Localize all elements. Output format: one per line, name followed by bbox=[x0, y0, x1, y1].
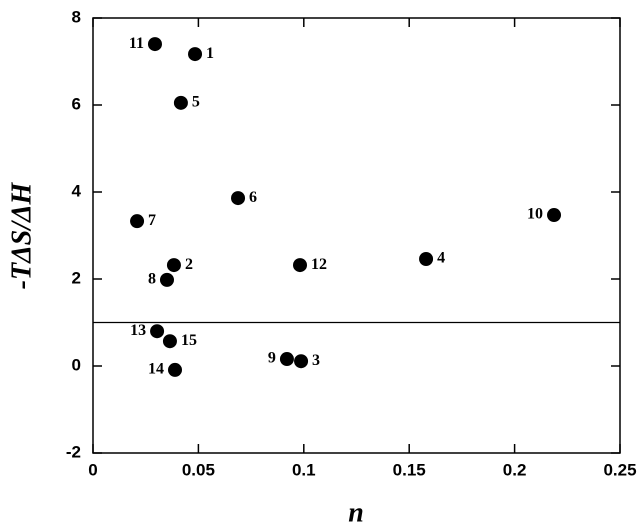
x-tick-label: 0.2 bbox=[503, 460, 527, 479]
point-label: 5 bbox=[192, 93, 200, 110]
point bbox=[147, 37, 162, 52]
point-label: 11 bbox=[129, 35, 144, 52]
point-label: 10 bbox=[527, 206, 543, 223]
point-label: 8 bbox=[148, 271, 156, 288]
point bbox=[173, 95, 188, 110]
point-label: 2 bbox=[185, 256, 193, 273]
point-label: 9 bbox=[268, 350, 276, 367]
point bbox=[130, 214, 145, 229]
point-label: 12 bbox=[311, 256, 327, 273]
point bbox=[293, 258, 308, 273]
x-tick-label: 0 bbox=[88, 460, 97, 479]
point-label: 14 bbox=[148, 361, 164, 378]
point bbox=[419, 251, 434, 266]
point bbox=[150, 324, 165, 339]
point bbox=[547, 208, 562, 223]
y-tick-label: 0 bbox=[72, 355, 81, 374]
x-tick-label: 0.15 bbox=[393, 460, 426, 479]
point-label: 4 bbox=[437, 250, 445, 267]
point-label: 13 bbox=[130, 322, 146, 339]
point-label: 1 bbox=[206, 45, 214, 62]
y-tick-label: 6 bbox=[72, 94, 81, 113]
point bbox=[159, 272, 174, 287]
point-label: 7 bbox=[148, 212, 156, 229]
point bbox=[168, 362, 183, 377]
y-tick-label: 4 bbox=[72, 181, 82, 200]
x-axis-label: n bbox=[348, 497, 364, 528]
point bbox=[188, 47, 203, 62]
point bbox=[294, 354, 309, 369]
x-tick-label: 0.05 bbox=[182, 460, 215, 479]
point-label: 6 bbox=[249, 189, 257, 206]
point-label: 15 bbox=[181, 332, 197, 349]
point bbox=[166, 258, 181, 273]
x-tick-label: 0.1 bbox=[292, 460, 316, 479]
y-axis-label: -TΔS/ΔH bbox=[6, 181, 37, 289]
point-label: 3 bbox=[312, 352, 320, 369]
plot-frame bbox=[92, 17, 621, 454]
x-tick-label: 0.25 bbox=[603, 460, 636, 479]
y-tick-label: 8 bbox=[72, 7, 81, 26]
point bbox=[231, 191, 246, 206]
point bbox=[279, 352, 294, 367]
y-tick-label: 2 bbox=[72, 268, 81, 287]
y-tick-label: -2 bbox=[66, 442, 81, 461]
point bbox=[162, 334, 177, 349]
